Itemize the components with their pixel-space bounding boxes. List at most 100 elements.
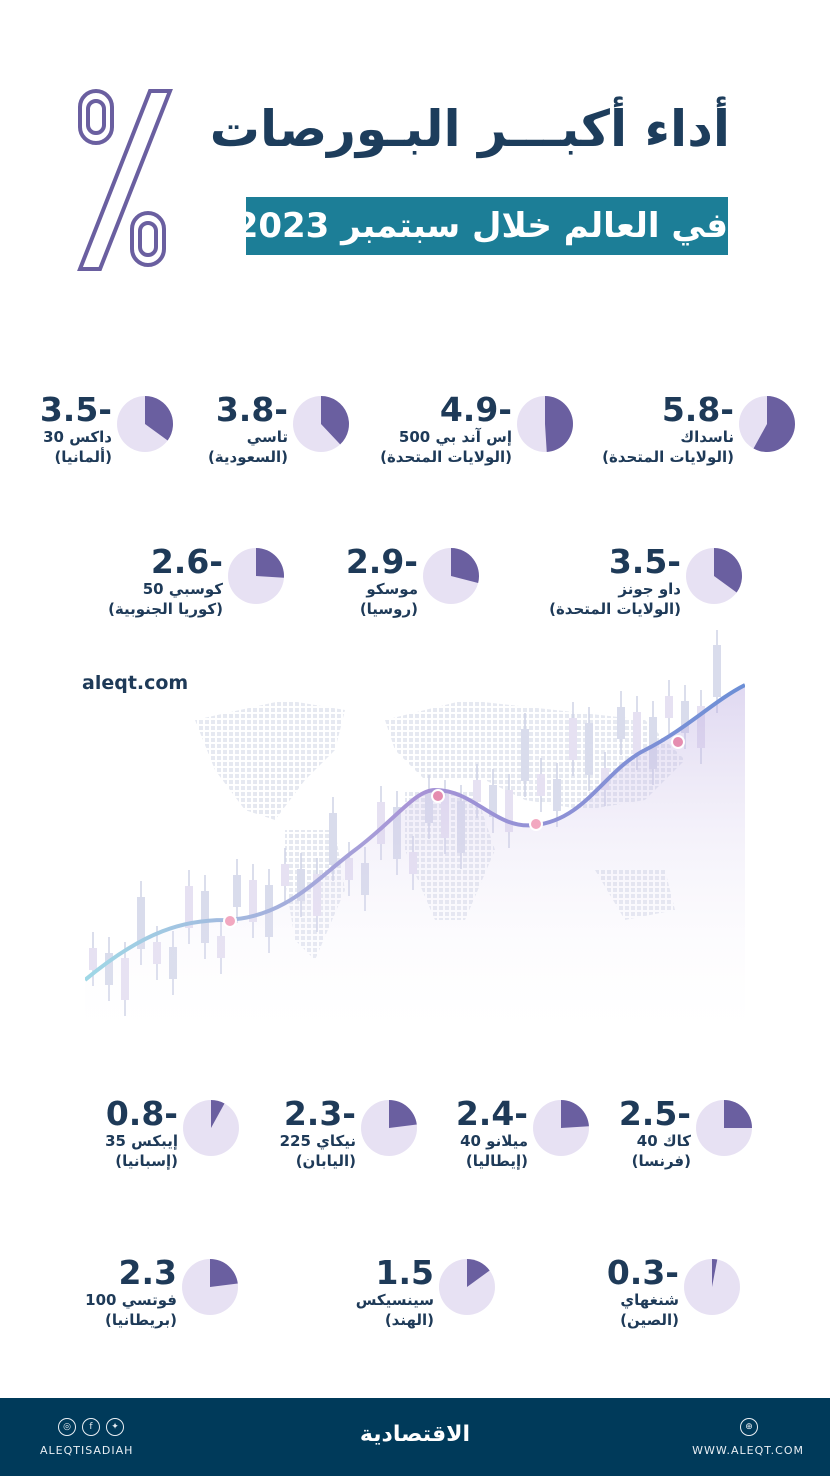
candle-body (281, 864, 289, 886)
pie-chart (533, 1100, 589, 1156)
footer-website[interactable]: WWW.ALEQT.COM (692, 1444, 804, 1457)
market-value: 2.3 (118, 1253, 177, 1292)
candle-body (713, 645, 721, 697)
footer-brand-logo: الاقتصادية (359, 1422, 471, 1447)
market-value: 0.8- (105, 1094, 178, 1133)
market-item: 0.3- شنغهاي (الصين) (541, 1256, 741, 1346)
market-value: 3.5- (39, 390, 112, 429)
candle-body (249, 880, 257, 922)
market-country: (السعودية) (207, 448, 288, 466)
pie-chart (684, 1259, 740, 1315)
globe-icon[interactable]: ⊕ (740, 1418, 758, 1436)
footer: ◎ f ✦ ALEQTISADIAH الاقتصادية ⊕ WWW.ALEQ… (0, 1398, 830, 1476)
market-item: 2.4- ميلانو 40 (إيطاليا) (390, 1097, 590, 1187)
market-item: 2.3- نيكاي 225 (اليابان) (218, 1097, 418, 1187)
pie-chart (361, 1100, 417, 1156)
market-value: 3.8- (215, 390, 288, 429)
market-value: 2.9- (345, 542, 418, 581)
candle-body (297, 869, 305, 901)
market-item: 5.8- ناسداك (الولايات المتحدة) (596, 393, 796, 483)
instagram-icon[interactable]: ◎ (58, 1418, 76, 1436)
market-country: (كوريا الجنوبية) (108, 600, 223, 618)
market-country: (الولايات المتحدة) (380, 448, 512, 466)
market-value: 2.5- (618, 1094, 691, 1133)
market-country: (الولايات المتحدة) (549, 600, 681, 618)
candle-body (329, 813, 337, 865)
pie-slice (210, 1259, 238, 1287)
market-value: 4.9- (439, 390, 512, 429)
market-country: (فرنسا) (631, 1152, 691, 1170)
market-value: 3.5- (608, 542, 681, 581)
candle-body (233, 875, 241, 907)
pie-slice (467, 1259, 490, 1287)
market-name: شنغهاي (620, 1291, 679, 1309)
market-country: (ألمانيا) (54, 448, 112, 466)
percent-icon (77, 89, 173, 271)
market-value: 1.5 (375, 1253, 434, 1292)
market-name: داو جونز (618, 580, 681, 598)
market-country: (إسبانيا) (115, 1152, 178, 1170)
market-item: 3.8- تاسي (السعودية) (150, 393, 350, 483)
market-name: ناسداك (680, 428, 734, 446)
page-subtitle: في العالم خلال سبتمبر 2023 (235, 197, 728, 255)
candle-body (537, 774, 545, 796)
pie-slice (545, 396, 573, 452)
market-name: داكس 30 (43, 428, 112, 446)
twitter-icon[interactable]: ✦ (106, 1418, 124, 1436)
market-value: 5.8- (661, 390, 734, 429)
market-item: 0.8- إيبكس 35 (إسبانيا) (40, 1097, 240, 1187)
pie-chart (439, 1259, 495, 1315)
pie-chart (517, 396, 573, 452)
market-name: ميلانو 40 (460, 1132, 528, 1150)
market-value: 2.3- (283, 1094, 356, 1133)
candle-body (649, 717, 657, 769)
market-value: 0.3- (606, 1253, 679, 1292)
candle-body (473, 780, 481, 802)
market-country: (الولايات المتحدة) (602, 448, 734, 466)
market-name: كاك 40 (636, 1132, 691, 1150)
pie-chart (183, 1100, 239, 1156)
market-country: (الهند) (384, 1311, 434, 1329)
market-value: 2.4- (455, 1094, 528, 1133)
pie-slice (389, 1100, 417, 1128)
candle-body (489, 785, 497, 817)
market-name: كوسبي 50 (142, 580, 223, 598)
market-item: 2.9- موسكو (روسيا) (280, 545, 480, 635)
market-name: موسكو (366, 580, 418, 598)
candle-body (569, 718, 577, 760)
pie-slice (321, 396, 349, 445)
decorative-stock-chart (85, 630, 745, 1050)
market-value: 2.6- (150, 542, 223, 581)
market-name: إس آند بي 500 (398, 428, 512, 446)
candle-body (681, 701, 689, 733)
market-name: نيكاي 225 (279, 1132, 356, 1150)
pie-slice (256, 548, 284, 578)
market-name: فوتسي 100 (85, 1291, 177, 1309)
pie-slice (753, 396, 795, 452)
candle-body (201, 891, 209, 943)
candle-body (585, 723, 593, 775)
candle-body (377, 802, 385, 844)
candle-body (601, 768, 609, 790)
pie-slice (561, 1100, 589, 1128)
pie-slice (145, 396, 174, 441)
pie-chart (228, 548, 284, 604)
market-item: 4.9- إس آند بي 500 (الولايات المتحدة) (374, 393, 574, 483)
pie-slice (712, 1259, 718, 1287)
pie-slice (451, 548, 479, 583)
site-label: aleqt.com (82, 672, 189, 694)
candle-body (185, 886, 193, 928)
market-item: 2.6- كوسبي 50 (كوريا الجنوبية) (85, 545, 285, 635)
pie-chart (182, 1259, 238, 1315)
market-country: (إيطاليا) (465, 1152, 528, 1170)
market-item: 1.5 سينسيكس (الهند) (296, 1256, 496, 1346)
candle-body (89, 948, 97, 970)
candle-body (137, 897, 145, 949)
market-item: 2.3 فوتسي 100 (بريطانيا) (39, 1256, 239, 1346)
facebook-icon[interactable]: f (82, 1418, 100, 1436)
pie-slice (724, 1100, 752, 1128)
candle-body (521, 729, 529, 781)
pie-chart (696, 1100, 752, 1156)
pie-slice (211, 1100, 225, 1128)
pie-chart (117, 396, 174, 452)
